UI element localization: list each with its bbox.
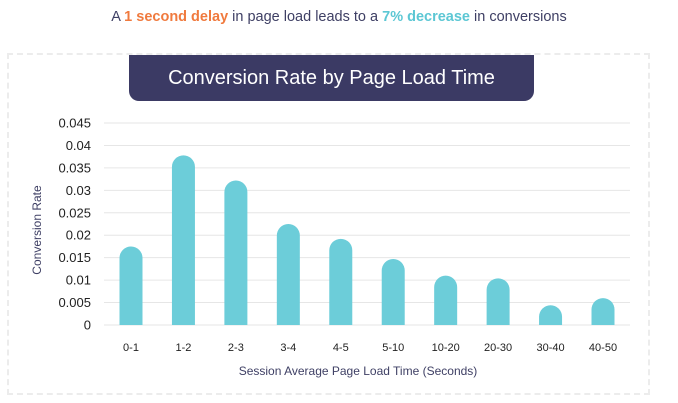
x-tick-label: 2-3 bbox=[228, 342, 244, 354]
x-tick-label: 0-1 bbox=[123, 342, 139, 354]
x-tick-label: 30-40 bbox=[536, 342, 564, 354]
x-tick-label: 20-30 bbox=[484, 342, 512, 354]
y-tick-labels: 0 0.005 0.01 0.015 0.02 0.025 0.03 0.035 0.04 0.0… bbox=[58, 116, 91, 333]
x-tick-labels: 0-1 1-2 2-3 3-4 4-5 5-10 10-20 20-30 30-40 40-50 bbox=[123, 342, 617, 354]
y-tick-label: 0.005 bbox=[58, 295, 91, 310]
y-tick-label: 0.01 bbox=[66, 273, 91, 288]
y-tick-label: 0.045 bbox=[58, 116, 91, 131]
headline-suffix: in conversions bbox=[470, 9, 567, 25]
headline-highlight-delay: 1 second delay bbox=[124, 9, 229, 25]
x-tick-label: 3-4 bbox=[280, 342, 296, 354]
x-tick-label: 5-10 bbox=[382, 342, 404, 354]
chart-title: Conversion Rate by Page Load Time bbox=[129, 55, 534, 101]
bar-10-20 bbox=[434, 275, 458, 325]
chart-frame bbox=[7, 53, 650, 395]
y-tick-label: 0.015 bbox=[58, 250, 91, 265]
bar-1-2 bbox=[171, 155, 195, 325]
x-tick-label: 4-5 bbox=[333, 342, 349, 354]
bar-5-10 bbox=[381, 259, 405, 325]
x-tick-label: 1-2 bbox=[175, 342, 191, 354]
bar-30-40 bbox=[539, 305, 563, 325]
y-axis-title: Conversion Rate bbox=[30, 185, 44, 275]
bar-0-1 bbox=[119, 246, 143, 325]
y-tick-label: 0.04 bbox=[66, 138, 91, 153]
x-tick-label: 40-50 bbox=[589, 342, 617, 354]
y-tick-label: 0.03 bbox=[66, 183, 91, 198]
bar-4-5 bbox=[329, 238, 353, 325]
headline-highlight-decrease: 7% decrease bbox=[382, 9, 470, 25]
y-tick-label: 0.035 bbox=[58, 160, 91, 175]
x-axis-title: Session Average Page Load Time (Seconds) bbox=[239, 364, 478, 378]
bar-3-4 bbox=[276, 224, 300, 325]
y-tick-label: 0 bbox=[84, 318, 91, 333]
bar-20-30 bbox=[486, 278, 510, 325]
headline: A 1 second delay in page load leads to a… bbox=[0, 9, 678, 25]
bars bbox=[119, 155, 615, 325]
y-tick-label: 0.025 bbox=[58, 205, 91, 220]
bar-40-50 bbox=[591, 298, 615, 325]
y-tick-label: 0.02 bbox=[66, 228, 91, 243]
x-tick-label: 10-20 bbox=[432, 342, 460, 354]
headline-middle: in page load leads to a bbox=[228, 9, 383, 25]
bar-2-3 bbox=[224, 180, 248, 325]
headline-prefix: A bbox=[111, 9, 125, 25]
